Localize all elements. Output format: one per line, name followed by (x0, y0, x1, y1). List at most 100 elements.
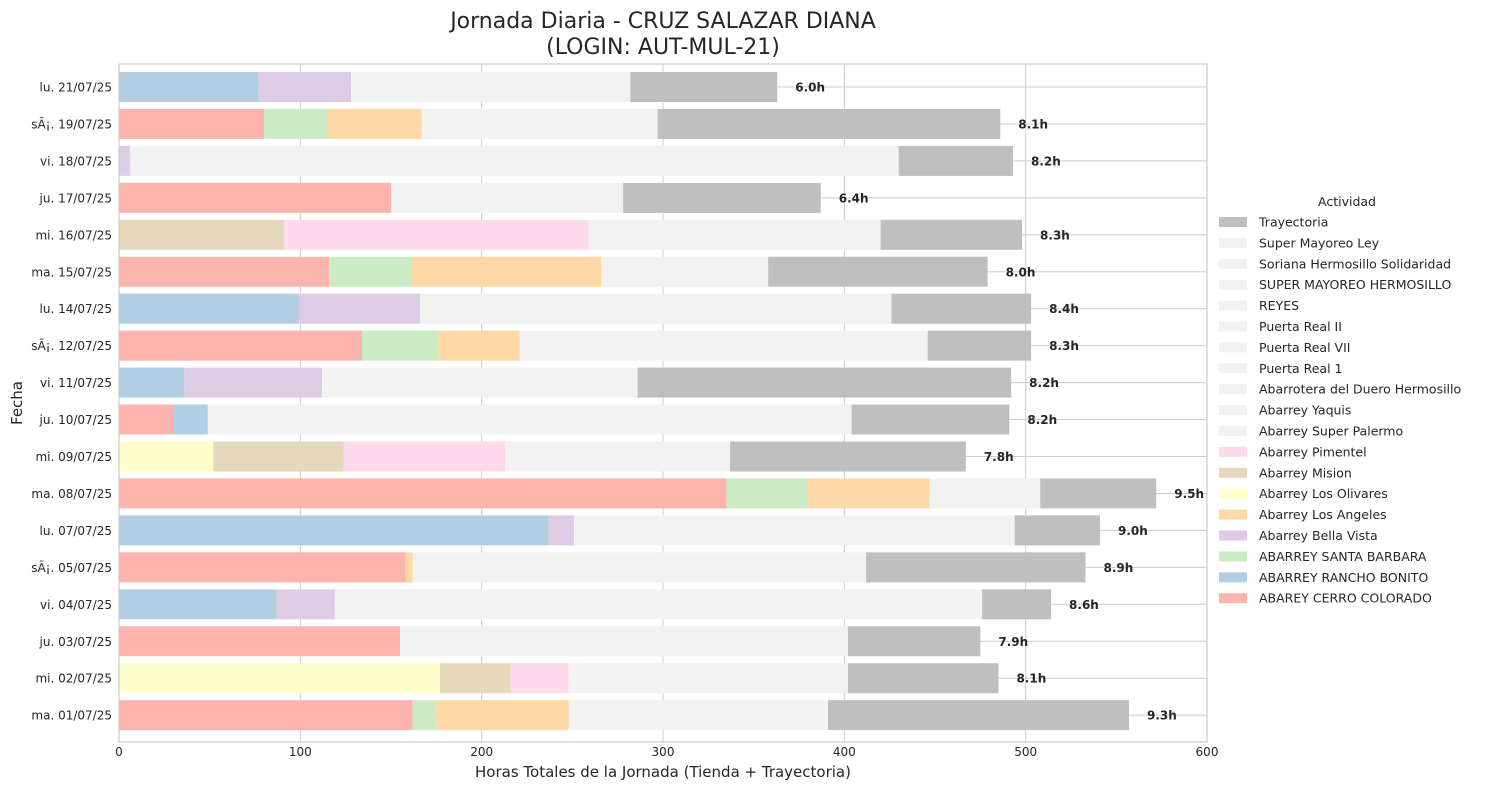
y-tick-label: sÃ¡. 12/07/25 (31, 338, 112, 353)
bar-segment (730, 441, 966, 472)
bar-segment (866, 552, 1086, 583)
bar-segment (400, 626, 848, 657)
bar-segment (258, 72, 352, 102)
legend-entry: Abarrey Pimentel (1259, 444, 1367, 459)
bar-segment (929, 478, 1041, 509)
bar-segment (119, 367, 185, 398)
bar-segment (405, 552, 413, 583)
y-tick-label: ju. 10/07/25 (39, 413, 112, 427)
legend-entry: Abarrey Super Palermo (1259, 424, 1403, 439)
legend-swatch (1219, 509, 1247, 520)
bar-segment (173, 404, 208, 435)
bar-segment (119, 700, 413, 731)
x-tick-label: 600 (1196, 745, 1219, 759)
legend-swatch (1219, 405, 1247, 416)
x-axis-label: Horas Totales de la Jornada (Tienda + Tr… (475, 763, 851, 781)
x-tick-label: 300 (652, 745, 675, 759)
bar-segment (298, 293, 421, 324)
bar-segment (1014, 515, 1101, 546)
bar-segment (119, 404, 174, 435)
y-tick-label: sÃ¡. 19/07/25 (31, 116, 112, 131)
legend-entry: Abarrey Los Olivares (1259, 486, 1388, 501)
legend-swatch (1219, 321, 1247, 332)
total-label: 6.0h (795, 81, 825, 95)
total-label: 8.9h (1104, 561, 1134, 575)
legend-entry: ABARREY RANCHO BONITO (1259, 570, 1428, 585)
legend-swatch (1219, 363, 1247, 374)
y-tick-label: mi. 09/07/25 (35, 450, 112, 464)
y-tick-label: ma. 08/07/25 (31, 487, 112, 501)
bar-segment (119, 663, 440, 694)
legend-swatch (1219, 426, 1247, 436)
bar-segment (119, 219, 285, 250)
legend-entry: ABAREY CERRO COLORADO (1259, 591, 1432, 606)
bar-segment (847, 663, 999, 694)
legend-swatch (1219, 467, 1247, 478)
bar-segment (184, 367, 323, 398)
bar-segment (361, 330, 439, 361)
bar-segment (410, 256, 602, 287)
bar-segment (623, 182, 821, 213)
total-label: 8.3h (1040, 228, 1070, 242)
bar-segment (808, 478, 930, 509)
total-label: 8.6h (1069, 598, 1099, 612)
x-tick-label: 0 (115, 745, 123, 759)
bar-segment (412, 552, 867, 583)
chart-title: Jornada Diaria - CRUZ SALAZAR DIANA(LOGI… (448, 9, 876, 60)
y-tick-label: lu. 14/07/25 (40, 302, 112, 316)
bar-segment (438, 330, 520, 361)
bar-segment (768, 256, 988, 287)
total-label: 8.2h (1031, 154, 1061, 168)
bar-segment (322, 367, 638, 398)
legend-swatch (1219, 342, 1247, 353)
bar-segment (351, 72, 631, 102)
bar-segment (630, 72, 778, 102)
y-tick-label: ju. 03/07/25 (39, 635, 112, 649)
bar-segment (119, 182, 391, 213)
bar-segment (119, 72, 259, 102)
bar-segment (343, 441, 506, 472)
bar-segment (119, 330, 362, 361)
bar-segment (898, 145, 1013, 176)
bar-segment (726, 478, 809, 509)
bar-segment (119, 256, 330, 287)
bar-segment (510, 663, 569, 694)
chart-title-line: Jornada Diaria - CRUZ SALAZAR DIANA (448, 9, 876, 34)
bar-segment (1040, 478, 1157, 509)
legend-title: Actividad (1318, 194, 1376, 209)
total-label: 9.0h (1118, 524, 1148, 538)
y-tick-labels: lu. 21/07/25 sÃ¡. 19/07/25 vi. 18/07/25 ju.… (31, 81, 112, 723)
bar-segment (391, 182, 624, 213)
legend-entry: SUPER MAYOREO HERMOSILLO (1259, 277, 1451, 292)
bar-segment (891, 293, 1032, 324)
legend-entry: Abarrey Yaquis (1259, 403, 1351, 418)
bar-segment (119, 589, 277, 620)
bar-segment (119, 478, 727, 509)
bar-segment (927, 330, 1032, 361)
legend-swatch (1219, 217, 1247, 227)
bar-segment (505, 441, 731, 472)
bar-segment (519, 330, 928, 361)
bars (119, 72, 1157, 731)
legend-swatch (1219, 279, 1247, 290)
total-label: 8.2h (1027, 413, 1057, 427)
bar-segment (119, 293, 299, 324)
bar-segment (276, 589, 335, 620)
bar-segment (334, 589, 983, 620)
bar-segment (129, 145, 899, 176)
bar-segment (207, 404, 852, 435)
total-label: 8.0h (1006, 265, 1036, 279)
bar-segment (880, 219, 1023, 250)
bar-segment (329, 256, 411, 287)
total-label: 8.4h (1049, 302, 1079, 316)
bar-segment (439, 663, 511, 694)
x-tick-label: 100 (289, 745, 312, 759)
bar-segment (119, 515, 549, 546)
total-label: 7.9h (998, 635, 1028, 649)
total-label: 9.3h (1147, 709, 1177, 723)
bar-segment (637, 367, 1012, 398)
legend-entry: Abarrey Bella Vista (1259, 528, 1378, 543)
bar-segment (264, 108, 328, 139)
total-label: 8.3h (1049, 339, 1079, 353)
total-label: 9.5h (1174, 487, 1204, 501)
